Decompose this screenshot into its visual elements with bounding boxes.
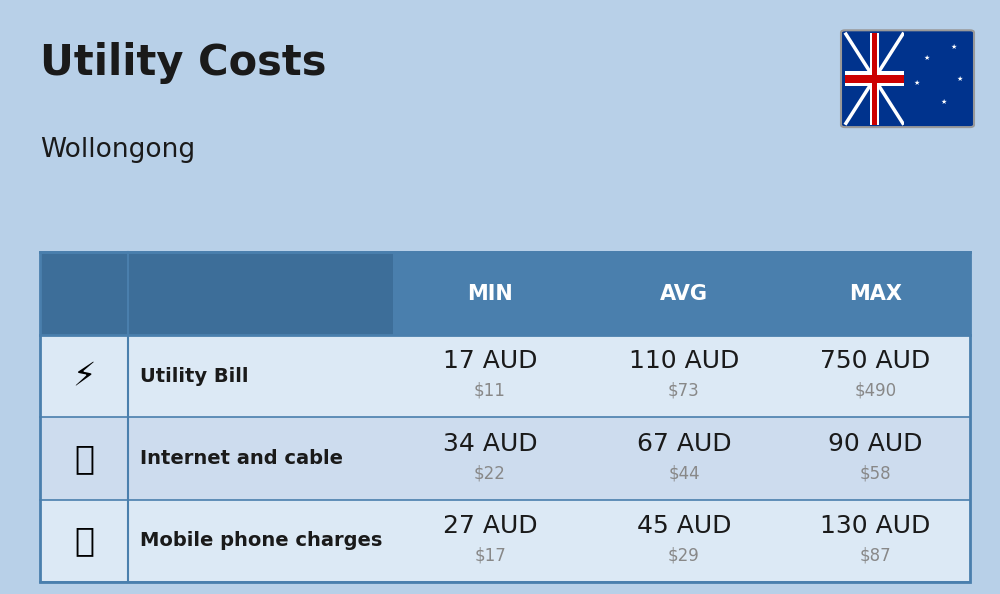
Bar [40,252,393,335]
Text: 📱: 📱 [74,525,94,557]
Text: $11: $11 [474,382,506,400]
Bar [845,71,904,86]
Text: 110 AUD: 110 AUD [629,349,739,373]
Text: $58: $58 [860,465,891,482]
Text: $73: $73 [668,382,700,400]
Text: $17: $17 [474,546,506,565]
Bar [870,33,879,125]
Text: 130 AUD: 130 AUD [820,514,931,538]
Bar [40,418,970,500]
Bar [40,500,970,582]
Text: 34 AUD: 34 AUD [443,432,537,456]
Bar [904,33,970,125]
Text: AVG: AVG [660,284,708,304]
Text: 67 AUD: 67 AUD [637,432,731,456]
Bar [872,33,877,125]
Bar [40,335,970,417]
Text: $490: $490 [854,382,897,400]
Text: MAX: MAX [849,284,902,304]
Text: Internet and cable: Internet and cable [140,449,343,468]
Text: ★: ★ [950,43,957,49]
Text: ★: ★ [940,99,947,105]
Text: 27 AUD: 27 AUD [443,514,537,538]
Text: 17 AUD: 17 AUD [443,349,537,373]
Text: 📶: 📶 [74,442,94,475]
Text: $44: $44 [668,465,700,482]
Text: Wollongong: Wollongong [40,137,195,163]
Text: $29: $29 [668,546,700,565]
Text: $87: $87 [860,546,891,565]
Text: Mobile phone charges: Mobile phone charges [140,532,382,551]
Text: MIN: MIN [467,284,513,304]
Text: ★: ★ [914,80,920,86]
Text: 750 AUD: 750 AUD [820,349,931,373]
Text: Utility Bill: Utility Bill [140,366,248,386]
Text: Utility Costs: Utility Costs [40,42,326,84]
Text: 90 AUD: 90 AUD [828,432,923,456]
Text: ★: ★ [957,75,963,82]
Text: 45 AUD: 45 AUD [637,514,731,538]
FancyBboxPatch shape [841,30,974,127]
Text: ⚡: ⚡ [72,359,96,393]
FancyBboxPatch shape [40,252,970,335]
Text: $22: $22 [474,465,506,482]
Text: ★: ★ [924,55,930,61]
Bar [845,75,904,83]
